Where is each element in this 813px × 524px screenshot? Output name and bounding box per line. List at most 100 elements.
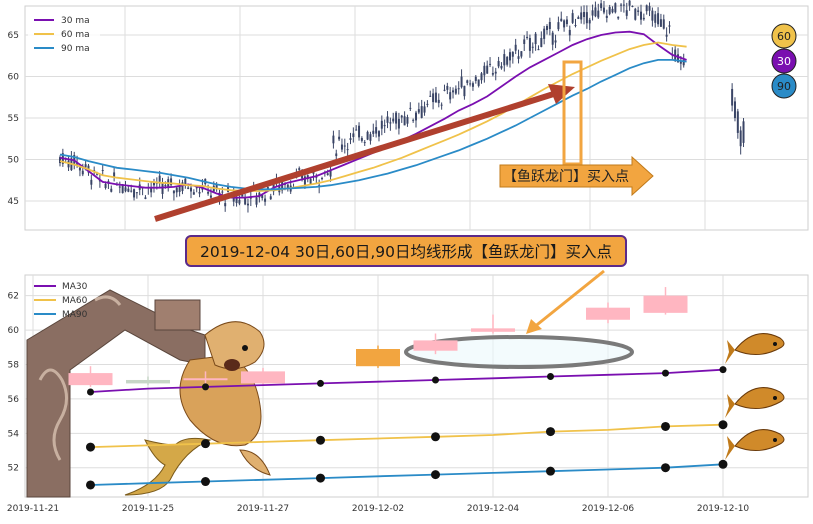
top-candle-body bbox=[452, 90, 455, 93]
top-candle-body bbox=[434, 92, 437, 103]
top-candle-body bbox=[614, 3, 617, 13]
top-candle-body bbox=[682, 59, 685, 66]
top-y-ticks: 45 50 55 60 65 bbox=[8, 31, 20, 207]
bottom-point-ma30 bbox=[432, 376, 439, 384]
top-candle-body bbox=[187, 187, 190, 189]
top-candle-body bbox=[480, 73, 483, 81]
bottom-line-ma90 bbox=[90, 463, 724, 486]
top-candle-body bbox=[375, 127, 378, 134]
top-candle-body bbox=[59, 157, 61, 164]
top-candle-body bbox=[366, 131, 369, 140]
top-candle-body bbox=[611, 8, 614, 13]
top-candle-body bbox=[107, 181, 110, 183]
bottom-point-ma30 bbox=[719, 366, 727, 374]
top-candle-body bbox=[121, 184, 124, 194]
top-candle-body bbox=[198, 192, 201, 194]
legend-label-ma30: MA30 bbox=[62, 282, 88, 292]
top-candle-body bbox=[534, 33, 537, 45]
top-candle-body bbox=[406, 117, 409, 124]
top-candle-body bbox=[489, 63, 492, 65]
top-candle-body bbox=[622, 4, 625, 6]
top-candle-body bbox=[246, 203, 249, 206]
top-candle-body bbox=[403, 116, 406, 126]
top-candle-body bbox=[574, 25, 577, 27]
top-candle-body bbox=[81, 170, 84, 175]
top-candle-body bbox=[383, 125, 386, 127]
top-candle-body bbox=[301, 175, 304, 179]
top-candle-body bbox=[491, 73, 494, 75]
top-candle-body bbox=[546, 25, 549, 31]
top-candle-body bbox=[209, 195, 212, 198]
top-candle-body bbox=[583, 11, 586, 18]
dog-mermaid-icon bbox=[124, 321, 271, 496]
bottom-point-ma60 bbox=[718, 420, 728, 430]
bottom-candle-body bbox=[183, 378, 228, 381]
bottom-point-ma90 bbox=[201, 477, 210, 487]
top-candle-body bbox=[571, 13, 574, 23]
top-candle-body bbox=[497, 60, 500, 67]
legend-label-90ma: 90 ma bbox=[61, 44, 90, 54]
legend-label-60ma: 60 ma bbox=[61, 30, 90, 40]
trend-arrow bbox=[154, 84, 575, 222]
top-candle-body bbox=[369, 134, 372, 141]
bottom-point-ma60 bbox=[431, 432, 440, 442]
top-candle-body bbox=[651, 10, 654, 21]
top-candle-body bbox=[215, 184, 218, 190]
top-candle-body bbox=[144, 197, 147, 199]
top-candle-body bbox=[298, 168, 301, 170]
top-candle-body bbox=[506, 56, 509, 65]
bottom-point-ma30 bbox=[87, 388, 94, 396]
top-candle-body bbox=[608, 6, 611, 14]
top-candle-body bbox=[377, 131, 380, 137]
top-candle-body bbox=[511, 51, 514, 57]
bottom-x-tick-label: 2019-11-25 bbox=[122, 504, 174, 514]
top-candle-body bbox=[192, 192, 195, 195]
bottom-point-ma60 bbox=[201, 439, 210, 449]
top-candle-body bbox=[483, 65, 486, 76]
bottom-point-ma90 bbox=[86, 480, 95, 490]
top-candle-body bbox=[340, 144, 343, 150]
top-candle-body bbox=[503, 54, 506, 66]
top-candle-body bbox=[486, 65, 489, 74]
badge-90-label: 90 bbox=[777, 80, 791, 93]
pointer-arrow-shaft bbox=[532, 269, 605, 330]
carp-icon bbox=[725, 333, 785, 364]
top-candle-body bbox=[127, 188, 130, 192]
top-candle-body bbox=[386, 116, 389, 123]
top-candle-body bbox=[588, 19, 591, 24]
top-candle-body bbox=[466, 80, 469, 83]
top-candle-body bbox=[309, 178, 312, 185]
top-candle-body bbox=[454, 88, 457, 94]
bottom-x-tick-label: 2019-11-21 bbox=[7, 504, 59, 514]
pointer-arrow bbox=[526, 269, 605, 334]
top-candle-body bbox=[739, 130, 742, 147]
top-legend: 30 ma 60 ma 90 ma bbox=[28, 9, 100, 57]
bottom-point-ma60 bbox=[661, 421, 670, 431]
bottom-candle-body bbox=[471, 328, 515, 332]
top-candle-body bbox=[679, 60, 682, 64]
trend-arrow-head bbox=[548, 84, 575, 104]
top-candle-body bbox=[346, 149, 349, 151]
top-candle-body bbox=[551, 32, 554, 45]
bottom-point-ma30 bbox=[317, 379, 324, 387]
top-candle-body bbox=[150, 188, 153, 193]
top-candle-body bbox=[429, 95, 432, 97]
bottom-point-ma90 bbox=[431, 470, 440, 480]
top-candle-body bbox=[523, 39, 526, 44]
top-candle-body bbox=[548, 22, 551, 29]
bottom-point-ma30 bbox=[662, 369, 669, 377]
top-candle-body bbox=[286, 184, 289, 189]
top-candle-body bbox=[90, 179, 93, 185]
bottom-line-ma60 bbox=[90, 423, 724, 448]
top-candle-body bbox=[412, 119, 415, 121]
top-candle-body bbox=[338, 136, 341, 140]
top-candle-body bbox=[540, 37, 543, 47]
top-candle-body bbox=[190, 187, 193, 192]
top-candle-body bbox=[648, 6, 651, 11]
badge-30-label: 30 bbox=[777, 55, 791, 68]
top-y-tick-label: 50 bbox=[8, 155, 20, 165]
top-candle-body bbox=[605, 15, 608, 18]
trend-arrow-shaft bbox=[154, 89, 561, 222]
top-candle-body bbox=[557, 22, 560, 30]
